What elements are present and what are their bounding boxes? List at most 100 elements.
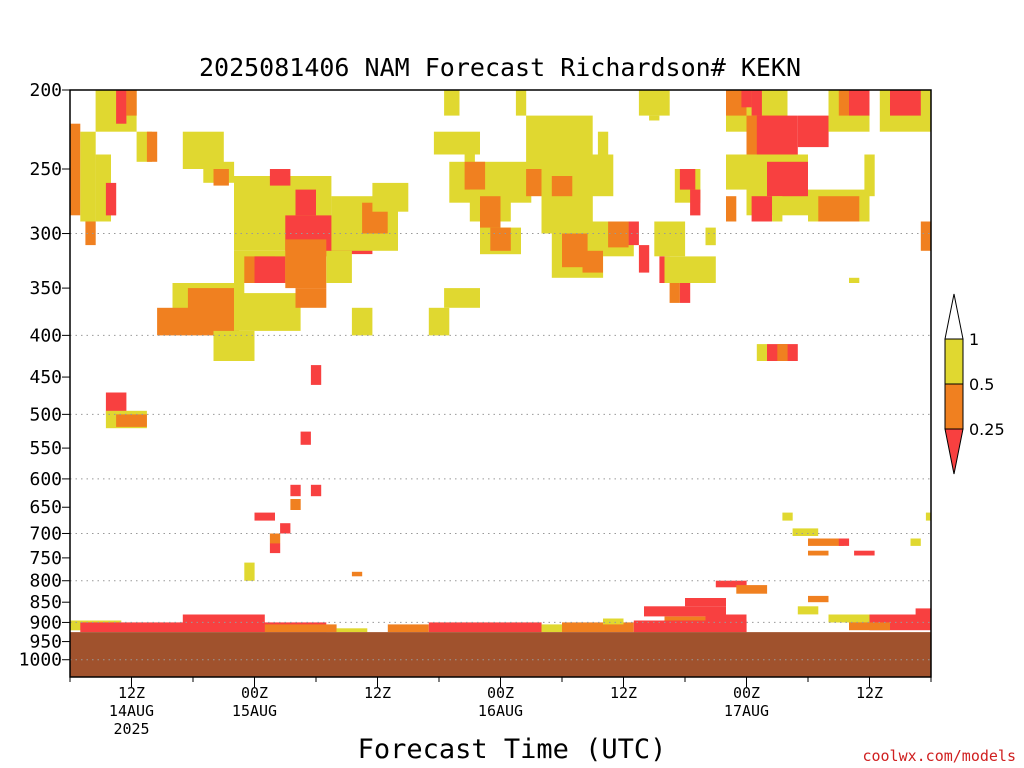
- heatmap-cell: [213, 330, 255, 361]
- x-tick-label: 14AUG: [109, 702, 154, 720]
- heatmap-cell: [146, 131, 158, 162]
- heatmap-cell: [664, 256, 685, 283]
- y-tick-label: 200: [29, 80, 62, 101]
- heatmap-cell: [372, 182, 409, 212]
- heatmap-cell: [669, 283, 680, 303]
- x-tick-label: 00Z: [487, 684, 514, 702]
- x-tick-label: 00Z: [241, 684, 268, 702]
- heatmap-cell: [890, 90, 921, 116]
- heatmap-cell: [772, 196, 783, 222]
- heatmap-cell: [285, 239, 327, 289]
- heatmap-cell: [849, 622, 890, 631]
- heatmap-cell: [336, 628, 368, 633]
- x-tick-label: 17AUG: [724, 702, 769, 720]
- x-tick-label: 2025: [113, 720, 149, 738]
- heatmap-cell: [444, 288, 480, 308]
- colorbar-above-1: [944, 293, 964, 340]
- x-axis-label: Forecast Time (UTC): [358, 734, 667, 765]
- heatmap-cell: [157, 307, 240, 336]
- heatmap-cell: [433, 131, 480, 155]
- heatmap-cell: [726, 154, 747, 190]
- y-tick-label: 300: [29, 224, 62, 245]
- heatmap-cells: [70, 90, 932, 633]
- heatmap-cell: [808, 550, 829, 556]
- heatmap-cell: [633, 620, 747, 633]
- heatmap-cell: [854, 550, 875, 556]
- y-tick-label: 1000: [19, 650, 62, 671]
- heatmap-cell: [464, 154, 475, 169]
- heatmap-cell: [756, 115, 798, 155]
- heatmap-cell: [603, 618, 624, 625]
- y-tick-label: 850: [29, 592, 62, 613]
- x-tick-label: 00Z: [733, 684, 760, 702]
- x-tick-label: 12Z: [856, 684, 883, 702]
- heatmap-cell: [182, 614, 265, 623]
- heatmap-cell: [864, 154, 875, 197]
- heatmap-cell: [480, 196, 501, 234]
- heatmap-cell: [295, 288, 327, 308]
- y-tick-label: 900: [29, 612, 62, 633]
- heatmap-cell: [80, 131, 96, 222]
- colorbar-tick-label: 1: [969, 330, 979, 349]
- heatmap-cell: [838, 90, 850, 116]
- x-tick-label: 12Z: [610, 684, 637, 702]
- heatmap-cell: [269, 543, 281, 554]
- heatmap-cell: [654, 221, 686, 257]
- heatmap-cell: [685, 256, 716, 283]
- heatmap-cell: [910, 538, 921, 546]
- colorbar-0.5-1: [944, 338, 964, 385]
- heatmap-cell: [828, 614, 870, 623]
- heatmap-cell: [562, 622, 634, 633]
- heatmap-cell: [326, 250, 352, 283]
- heatmap-cell: [705, 227, 716, 246]
- y-tick-label: 350: [29, 278, 62, 299]
- heatmap-cell: [464, 161, 486, 190]
- heatmap-cell: [679, 283, 691, 303]
- heatmap-cell: [767, 161, 808, 197]
- heatmap-cell: [105, 182, 117, 216]
- heatmap-cell: [126, 90, 137, 116]
- heatmap-cell: [269, 533, 281, 544]
- y-tick-label: 650: [29, 497, 62, 518]
- heatmap-cell: [915, 608, 931, 615]
- heatmap-cell: [838, 538, 850, 546]
- heatmap-cell: [269, 169, 291, 186]
- heatmap-cell: [70, 123, 81, 216]
- heatmap-cell: [387, 624, 429, 633]
- heatmap-cell: [351, 307, 373, 336]
- heatmap-cell: [751, 90, 762, 116]
- heatmap-cell: [515, 90, 527, 116]
- y-tick-label: 400: [29, 325, 62, 346]
- heatmap-cell: [782, 512, 793, 521]
- heatmap-cell: [726, 196, 737, 222]
- heatmap-cell: [690, 189, 701, 216]
- y-tick-label: 550: [29, 438, 62, 459]
- heatmap-cell: [644, 606, 726, 617]
- heatmap-cell: [280, 523, 291, 534]
- heatmap-cell: [551, 176, 573, 197]
- heatmap-cell: [736, 585, 768, 594]
- heatmap-cell: [792, 528, 819, 536]
- heatmap-cell: [741, 90, 752, 108]
- heatmap-cell: [105, 392, 127, 415]
- heatmap-cell: [213, 169, 229, 186]
- heatmap-cell: [290, 484, 301, 497]
- heatmap-cell: [726, 90, 747, 116]
- heatmap-cell: [80, 622, 327, 633]
- heatmap-cell: [290, 499, 301, 510]
- heatmap-cell: [849, 277, 860, 283]
- credit-text: coolwx.com/models: [862, 747, 1016, 765]
- heatmap-cell: [428, 307, 450, 336]
- y-tick-label: 250: [29, 159, 62, 180]
- heatmap-cell: [715, 580, 747, 588]
- y-tick-label: 500: [29, 404, 62, 425]
- heatmap-cell: [777, 344, 788, 361]
- heatmap-cell: [490, 227, 511, 251]
- heatmap-cell: [264, 624, 337, 633]
- heatmap-cell: [797, 606, 819, 615]
- heatmap-cell: [310, 365, 322, 385]
- heatmap-cell: [664, 616, 706, 623]
- x-tick-label: 16AUG: [478, 702, 523, 720]
